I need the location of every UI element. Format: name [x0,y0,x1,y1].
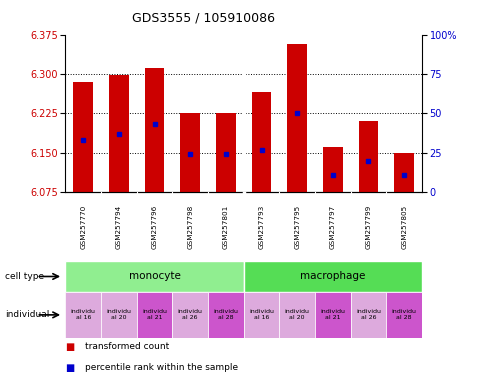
Text: individu
al 16: individu al 16 [248,310,273,320]
Text: individu
al 28: individu al 28 [391,310,416,320]
Text: GSM257796: GSM257796 [151,204,157,249]
Bar [74,82,93,192]
Text: GSM257793: GSM257793 [258,204,264,249]
Text: GSM257795: GSM257795 [294,204,300,249]
Text: GSM257799: GSM257799 [365,204,371,249]
Bar [314,292,350,338]
Text: GSM257805: GSM257805 [400,204,406,249]
Bar [172,292,208,338]
Bar [279,292,314,338]
Bar [287,44,306,192]
Bar [65,292,101,338]
Text: individu
al 28: individu al 28 [213,310,238,320]
Bar [251,92,271,192]
Text: GSM257770: GSM257770 [80,204,86,249]
Text: individu
al 20: individu al 20 [106,310,131,320]
Bar [145,68,164,192]
Text: GSM257797: GSM257797 [329,204,335,249]
Bar [136,292,172,338]
Text: GSM257801: GSM257801 [223,204,228,249]
Text: GDS3555 / 105910086: GDS3555 / 105910086 [132,12,274,25]
Bar [243,292,279,338]
Text: monocyte: monocyte [128,271,180,281]
Bar [216,113,235,192]
Text: individu
al 26: individu al 26 [177,310,202,320]
Text: cell type: cell type [5,272,44,281]
Text: GSM257798: GSM257798 [187,204,193,249]
Text: transformed count: transformed count [85,342,169,351]
Bar [243,261,421,292]
Bar [109,75,128,192]
Bar [65,261,243,292]
Bar [322,147,342,192]
Text: individu
al 16: individu al 16 [71,310,96,320]
Text: individu
al 20: individu al 20 [284,310,309,320]
Text: GSM257794: GSM257794 [116,204,121,249]
Bar [350,292,385,338]
Bar [101,292,136,338]
Text: ■: ■ [65,363,75,373]
Text: percentile rank within the sample: percentile rank within the sample [85,363,238,372]
Text: individu
al 26: individu al 26 [355,310,380,320]
Bar [180,113,199,192]
Bar [208,292,243,338]
Text: individu
al 21: individu al 21 [142,310,167,320]
Bar [358,121,378,192]
Bar [385,292,421,338]
Text: ■: ■ [65,342,75,352]
Text: macrophage: macrophage [300,271,365,281]
Bar [393,152,413,192]
Text: individu
al 21: individu al 21 [319,310,345,320]
Text: individual: individual [5,310,49,319]
